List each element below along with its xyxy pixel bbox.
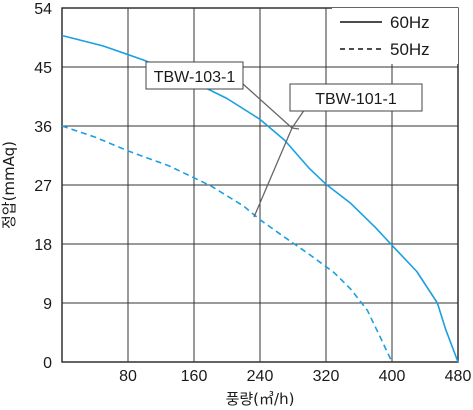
callout-leader-3 — [291, 127, 300, 130]
grid-lines — [61, 7, 459, 363]
x-tick-label: 240 — [247, 368, 274, 385]
y-tick-label: 45 — [34, 60, 52, 77]
callout-label: TBW-101-1 — [315, 91, 397, 108]
callout-leader-0 — [242, 83, 293, 129]
model-callouts: TBW-103-1 TBW-101-1 — [145, 61, 423, 218]
x-tick-label: 400 — [379, 368, 406, 385]
y-tick-label: 0 — [43, 355, 52, 372]
legend-label: 50Hz — [390, 40, 430, 59]
y-tick-label: 27 — [34, 178, 52, 195]
callout-label: TBW-103-1 — [154, 69, 236, 86]
y-tick-label: 36 — [34, 119, 52, 136]
callout-leader-2 — [253, 127, 293, 218]
callout-box — [289, 83, 423, 112]
y-tick-label: 9 — [43, 296, 52, 313]
x-tick-label: 160 — [181, 368, 208, 385]
y-tick-label: 18 — [34, 237, 52, 254]
series-line-dashed — [61, 125, 393, 363]
x-tick-label: 480 — [445, 368, 472, 385]
x-tick-label: 320 — [313, 368, 340, 385]
axis-titles: 풍량(㎥/h) 정압(mmAq) — [0, 141, 294, 408]
x-tick-label: 80 — [119, 368, 137, 385]
y-axis-title: 정압(mmAq) — [0, 141, 18, 229]
legend-box — [332, 8, 458, 64]
tick-labels: 80 160 240 320 400 480 0 9 18 27 36 45 54 — [34, 1, 471, 385]
y-tick-label: 54 — [34, 1, 52, 18]
legend: 60Hz 50Hz — [332, 8, 458, 64]
x-axis-title: 풍량(㎥/h) — [226, 390, 295, 408]
legend-label: 60Hz — [390, 13, 430, 32]
callout-box — [145, 61, 244, 90]
